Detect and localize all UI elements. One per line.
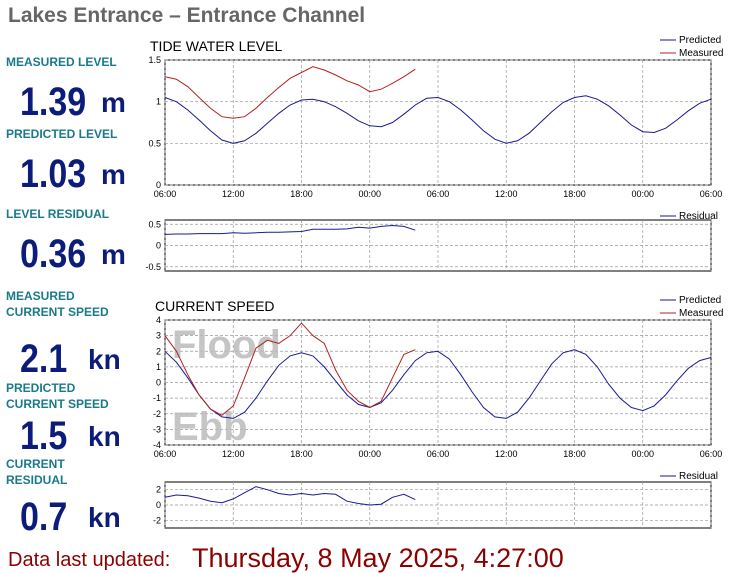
- y-tick-label: -4: [153, 440, 161, 450]
- reading-label: LEVEL RESIDUAL: [6, 207, 109, 221]
- x-tick-label: 18:00: [563, 449, 586, 459]
- reading-unit: kn: [88, 421, 121, 452]
- x-tick-label: 06:00: [427, 189, 450, 199]
- series-line: [164, 66, 416, 119]
- chart-title: TIDE WATER LEVEL: [150, 38, 282, 54]
- x-tick-label: 18:00: [290, 189, 313, 199]
- y-tick-label: 1.5: [148, 55, 161, 65]
- y-tick-label: -2: [153, 409, 161, 419]
- reading-label: PREDICTED: [6, 381, 76, 395]
- reading-unit: kn: [88, 344, 121, 375]
- y-tick-label: 2: [156, 485, 161, 495]
- series-line: [164, 224, 416, 235]
- y-tick-label: 2: [156, 346, 161, 356]
- reading-value: 1.39: [20, 78, 86, 123]
- x-tick-label: 12:00: [222, 189, 245, 199]
- series-line: [164, 95, 712, 144]
- reading-label: MEASURED LEVEL: [6, 55, 117, 69]
- page-title: Lakes Entrance – Entrance Channel: [8, 4, 365, 27]
- y-tick-label: 0: [156, 500, 161, 510]
- y-tick-label: -0.5: [145, 262, 161, 272]
- legend-label: Residual: [679, 471, 718, 482]
- y-tick-label: -2: [153, 515, 161, 525]
- x-tick-label: 00:00: [358, 449, 381, 459]
- y-tick-label: 1: [156, 97, 161, 107]
- reading-unit: kn: [88, 502, 121, 533]
- x-tick-label: 18:00: [563, 189, 586, 199]
- y-tick-label: 0: [156, 241, 161, 251]
- legend-label: Measured: [679, 308, 723, 319]
- x-tick-label: 12:00: [222, 449, 245, 459]
- reading-label: PREDICTED LEVEL: [6, 127, 117, 141]
- x-tick-label: 00:00: [631, 189, 654, 199]
- series-line: [164, 486, 416, 506]
- reading-value: 0.7: [20, 493, 67, 538]
- reading-unit: m: [101, 87, 126, 118]
- reading-unit: m: [101, 159, 126, 190]
- y-tick-label: 0.5: [148, 219, 161, 229]
- x-tick-label: 12:00: [495, 449, 518, 459]
- reading-value: 0.36: [20, 230, 86, 275]
- y-tick-label: 0: [156, 378, 161, 388]
- y-tick-label: 0: [156, 180, 161, 190]
- x-tick-label: 06:00: [700, 189, 723, 199]
- annotation: Flood: [172, 323, 281, 367]
- x-tick-label: 06:00: [154, 449, 177, 459]
- legend-label: Residual: [679, 211, 718, 222]
- y-tick-label: 3: [156, 331, 161, 341]
- legend-label: Predicted: [679, 295, 721, 306]
- y-tick-label: 0.5: [148, 138, 161, 148]
- y-tick-label: 4: [156, 315, 161, 325]
- x-tick-label: 00:00: [358, 189, 381, 199]
- legend-label: Measured: [679, 48, 723, 59]
- x-tick-label: 00:00: [631, 449, 654, 459]
- reading-unit: m: [101, 239, 126, 270]
- reading-value: 1.03: [20, 150, 86, 195]
- x-tick-label: 06:00: [427, 449, 450, 459]
- series-line: [164, 349, 712, 419]
- x-tick-label: 06:00: [700, 449, 723, 459]
- y-tick-label: 1: [156, 362, 161, 372]
- series-line: [164, 322, 416, 416]
- update-time: Thursday, 8 May 2025, 4:27:00: [192, 543, 564, 573]
- reading-label: CURRENT SPEED: [6, 305, 109, 319]
- update-label: Data last updated:: [8, 549, 170, 571]
- y-tick-label: -3: [153, 424, 161, 434]
- reading-label: CURRENT SPEED: [6, 397, 109, 411]
- reading-value: 2.1: [20, 335, 67, 380]
- reading-label: CURRENT: [6, 457, 65, 471]
- reading-value: 1.5: [20, 412, 67, 457]
- x-tick-label: 06:00: [154, 189, 177, 199]
- x-tick-label: 18:00: [290, 449, 313, 459]
- reading-label: MEASURED: [6, 289, 75, 303]
- x-tick-label: 12:00: [495, 189, 518, 199]
- chart-title: CURRENT SPEED: [155, 298, 275, 314]
- y-tick-label: -1: [153, 393, 161, 403]
- legend-label: Predicted: [679, 35, 721, 46]
- reading-label: RESIDUAL: [6, 473, 67, 487]
- annotation: Ebb: [172, 405, 248, 449]
